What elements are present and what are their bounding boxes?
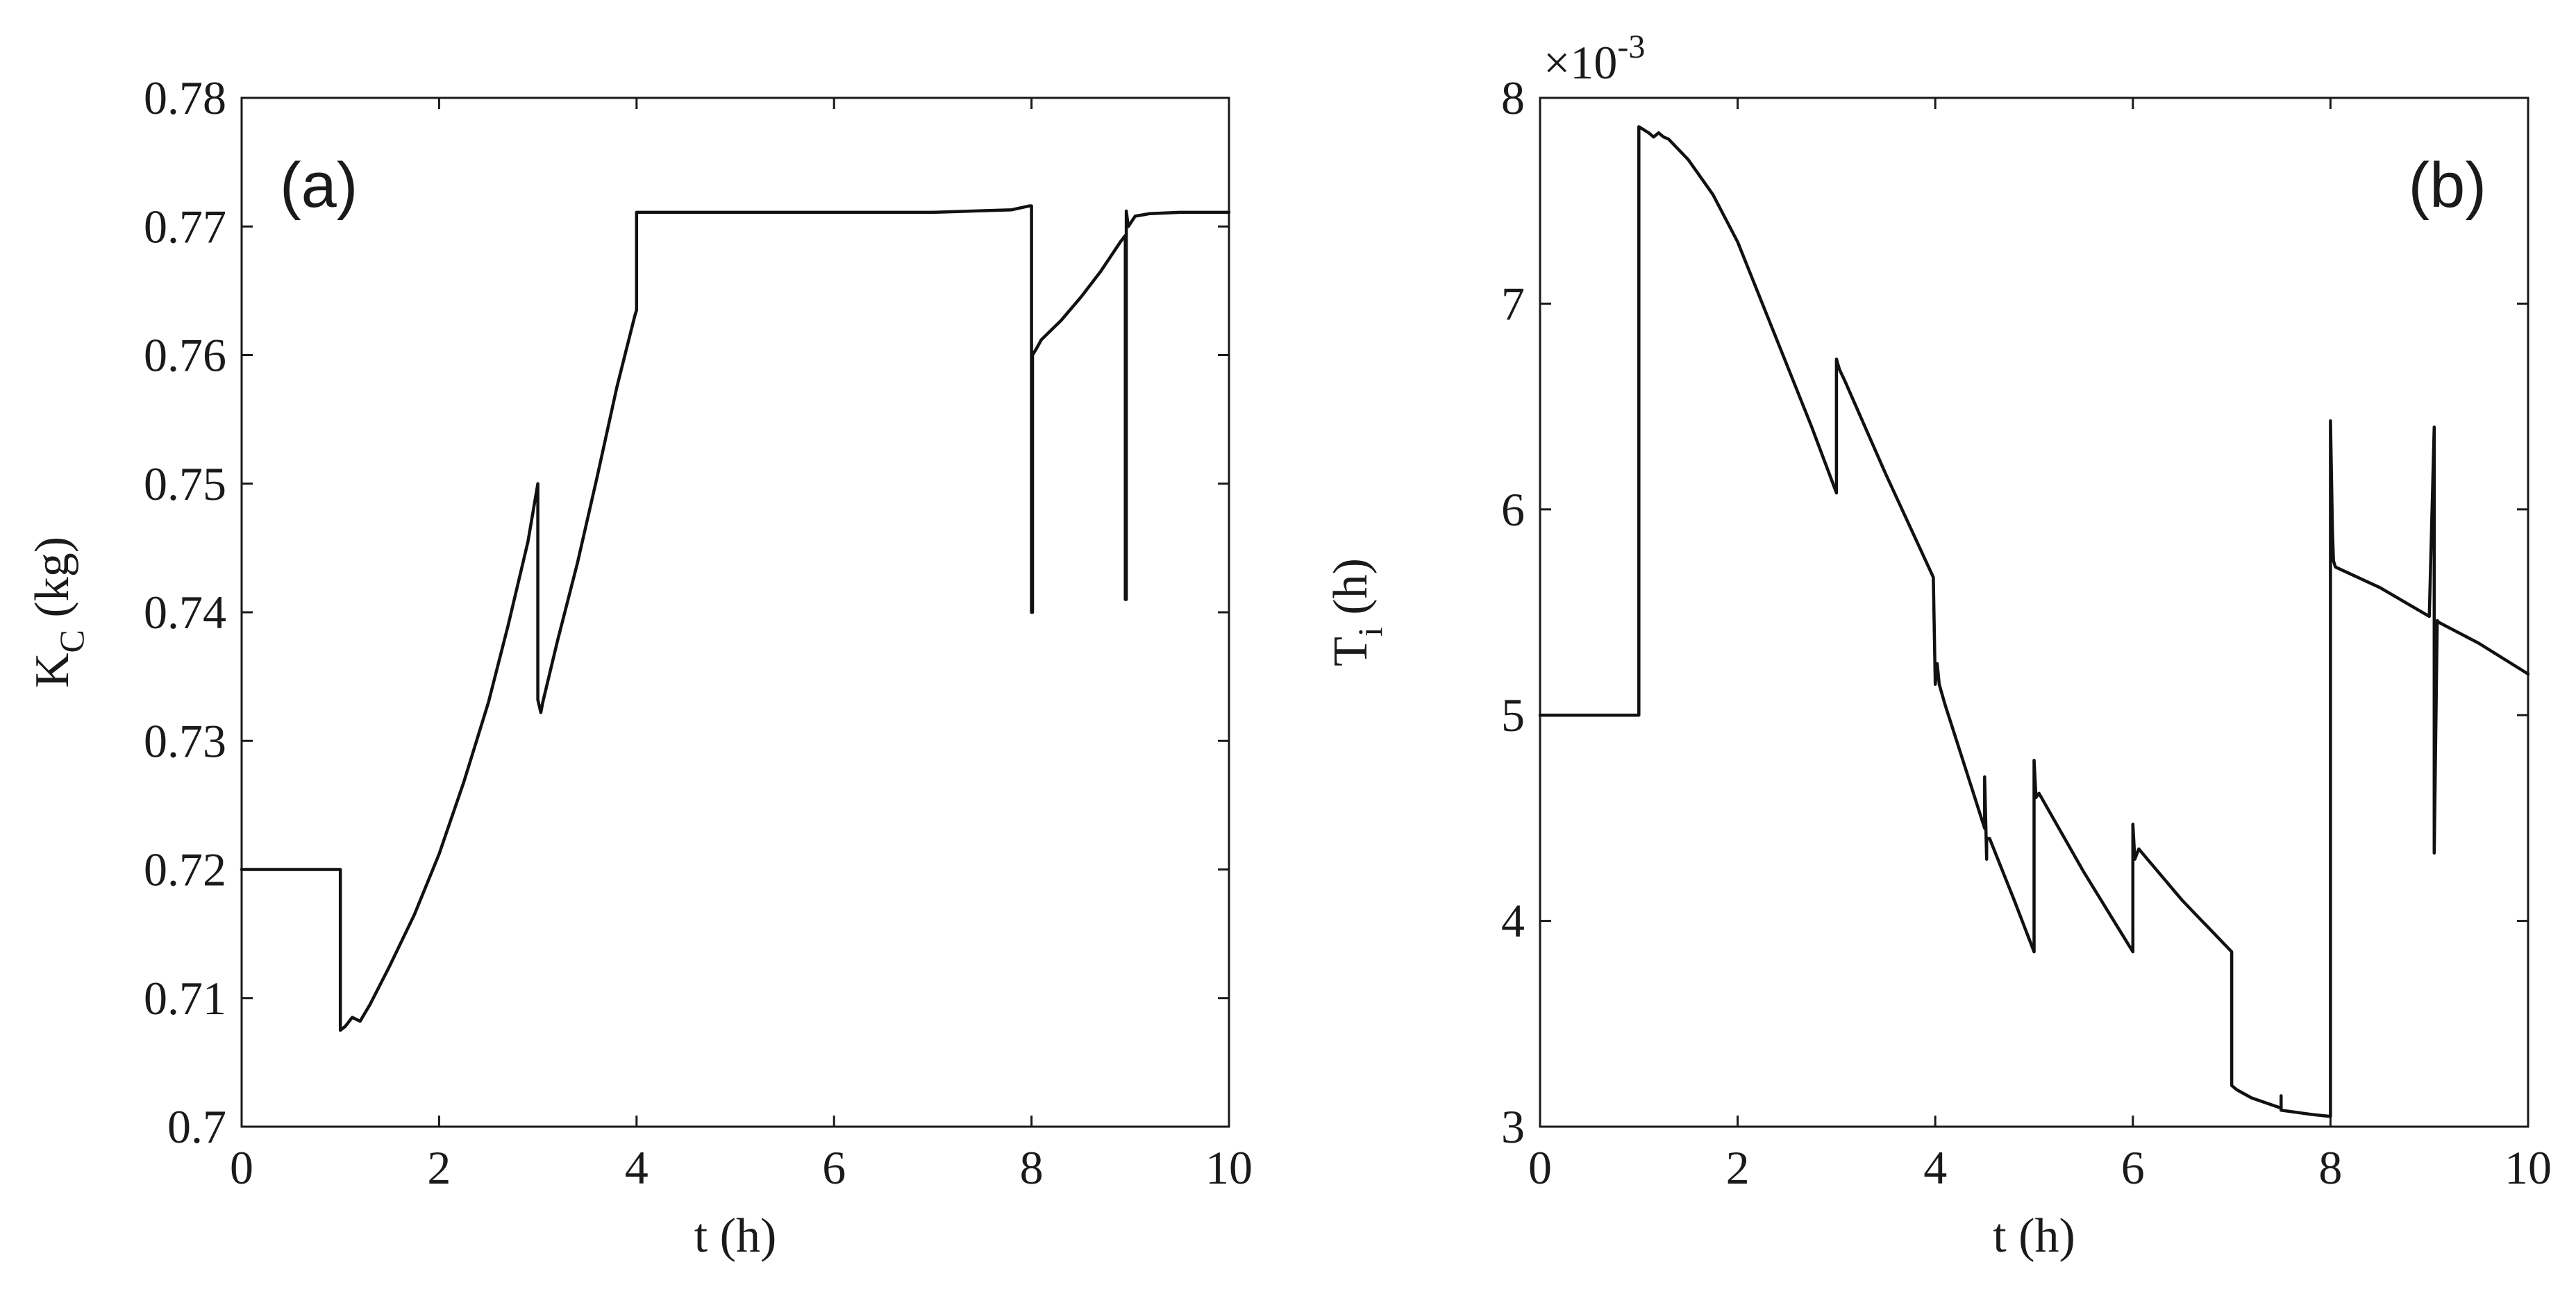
y-tick-label: 3 (1501, 1100, 1525, 1153)
y-axis-label-unit: (h) (1324, 558, 1378, 627)
axis-multiplier-base: ×10 (1544, 36, 1617, 89)
y-tick-label: 0.75 (144, 457, 226, 510)
y-tick-label: 6 (1501, 483, 1525, 536)
y-axis-label-main: T (1324, 637, 1378, 666)
y-axis-label: KC (kg) (26, 537, 91, 688)
y-tick-label: 8 (1501, 72, 1525, 124)
y-tick-label: 0.76 (144, 329, 226, 382)
y-axis-label: Ti (h) (1324, 558, 1389, 666)
y-axis-label-subscript: C (52, 630, 91, 653)
y-axis-label-subscript: i (1350, 627, 1389, 637)
x-tick-label: 8 (2318, 1141, 2342, 1194)
x-tick-label: 4 (1923, 1141, 1947, 1194)
y-tick-label: 0.7 (167, 1100, 226, 1153)
y-tick-label: 0.74 (144, 586, 226, 639)
x-tick-label: 10 (1205, 1141, 1253, 1194)
y-tick-label: 7 (1501, 277, 1525, 330)
axes-frame (240, 96, 1230, 1128)
panel-a-kc-chart: 0 2 4 6 8 10 0.7 0.71 0.72 0.73 0.74 0.75 0.76 0.77 0.… (26, 72, 1253, 1263)
y-tick-label: 5 (1501, 689, 1525, 741)
x-tick-label: 10 (2504, 1141, 2552, 1194)
panel-label: (b) (2409, 150, 2486, 221)
y-tick-label: 0.77 (144, 200, 226, 253)
y-axis-label-unit: (kg) (26, 537, 79, 630)
panel-label: (a) (280, 150, 358, 221)
x-tick-label: 6 (2121, 1141, 2145, 1194)
y-tick-label: 0.72 (144, 843, 226, 896)
y-tick-label: 4 (1501, 895, 1525, 948)
axes-frame (1539, 96, 2529, 1128)
x-tick-label: 6 (822, 1141, 846, 1194)
y-tick-label: 0.71 (144, 972, 226, 1025)
x-tick-label: 0 (230, 1141, 253, 1194)
y-tick-label: 0.73 (144, 714, 226, 767)
axis-multiplier: ×10-3 (1544, 28, 1645, 89)
x-axis-label: t (h) (1993, 1209, 2075, 1263)
y-tick-label: 0.78 (144, 72, 226, 124)
x-tick-label: 4 (625, 1141, 649, 1194)
x-tick-label: 2 (1726, 1141, 1750, 1194)
x-tick-label: 2 (427, 1141, 451, 1194)
x-tick-label: 0 (1528, 1141, 1552, 1194)
x-tick-label: 8 (1020, 1141, 1044, 1194)
panel-b-ti-chart: 0 2 4 6 8 10 3 4 5 6 7 8 t (h) Ti (h) ×10-3 (b) (1324, 28, 2552, 1263)
y-axis-label-main: K (26, 653, 79, 688)
data-series-line (1538, 125, 2530, 1118)
axis-multiplier-exponent: -3 (1617, 28, 1645, 65)
x-axis-label: t (h) (694, 1209, 777, 1263)
data-series-line (240, 204, 1231, 1032)
